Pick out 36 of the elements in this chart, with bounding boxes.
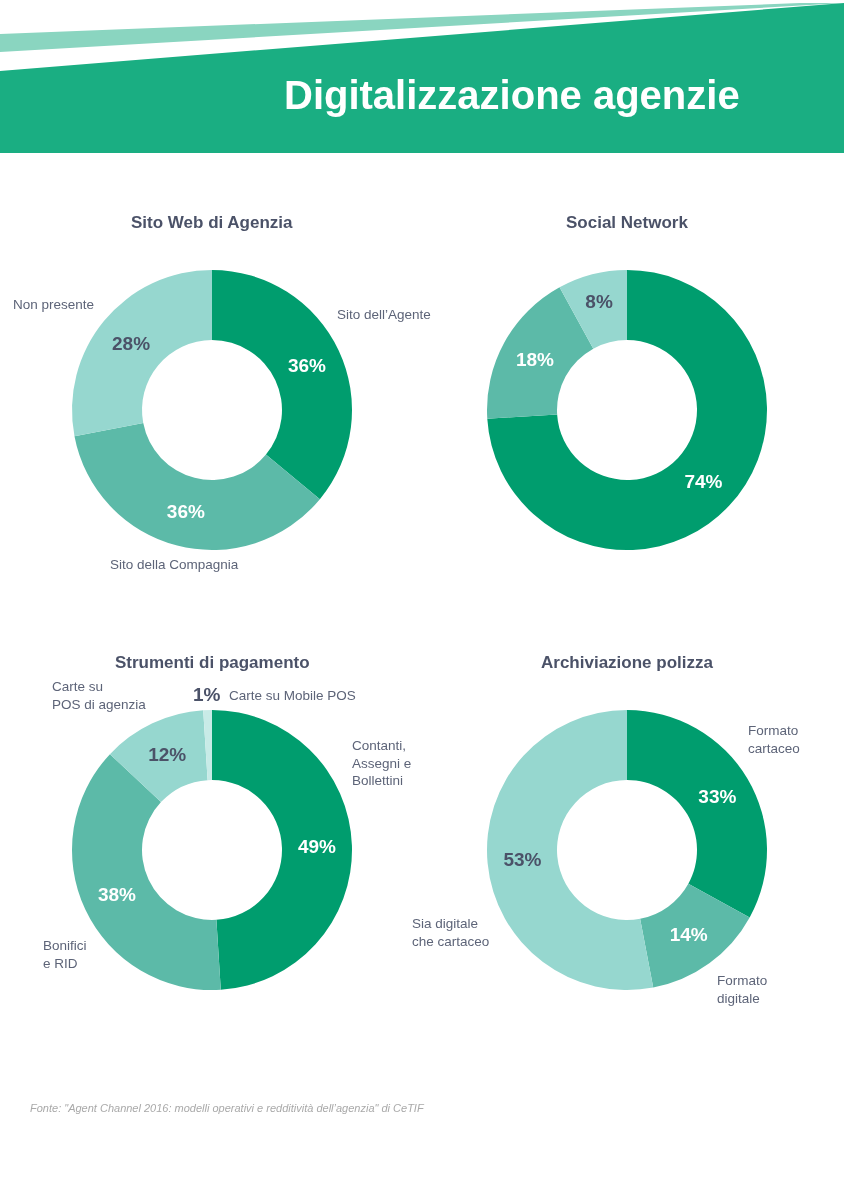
donut-slice: [109, 710, 208, 803]
donut-slice: [487, 270, 767, 550]
chart-title: Strumenti di pagamento: [115, 653, 310, 672]
data-label: 14%: [669, 924, 708, 946]
data-label: 49%: [297, 836, 337, 858]
slice-label: Formato cartaceo: [748, 723, 800, 756]
donut-slice: [74, 423, 320, 550]
chart-title: Social Network: [566, 213, 689, 232]
data-label: 33%: [698, 786, 737, 808]
donut-slice: [203, 710, 212, 781]
slice-label: Sia digitale che cartaceo: [412, 916, 490, 949]
slice-label: Formato digitale: [717, 973, 768, 1006]
slice-label: Bonifici e RID: [43, 938, 87, 971]
data-label: 38%: [97, 884, 137, 906]
chart-title: Sito Web di Agenzia: [131, 213, 294, 232]
donut-slice: [559, 270, 627, 349]
data-label: 74%: [684, 471, 723, 493]
chart-title: Archiviazione polizza: [541, 653, 714, 672]
data-label: 28%: [112, 332, 151, 354]
donut-slice: [212, 710, 352, 990]
source-note: Fonte: "Agent Channel 2016: modelli operativi e redditività dell’agenzia" di CeTIF: [30, 1102, 425, 1114]
slice-label: Carte su POS di agenzia: [52, 679, 147, 712]
slice-label: Contanti, Assegni e Bollettini: [352, 738, 412, 789]
slice-label: Non presente: [13, 297, 95, 312]
data-label: 1%: [193, 684, 221, 705]
data-label: 36%: [166, 501, 205, 523]
donut-slice: [487, 710, 654, 990]
slice-label: Carte su Mobile POS: [229, 688, 356, 703]
data-label: 8%: [585, 290, 613, 312]
slice-label: Sito dell’Agente: [337, 307, 431, 322]
text: Digitalizzazione agenzie: [284, 73, 740, 117]
data-label: 36%: [287, 354, 327, 376]
data-label: 12%: [148, 744, 187, 766]
data-label: 18%: [515, 348, 555, 370]
slice-label: Sito della Compagnia: [110, 557, 239, 572]
data-label: 53%: [503, 849, 542, 871]
